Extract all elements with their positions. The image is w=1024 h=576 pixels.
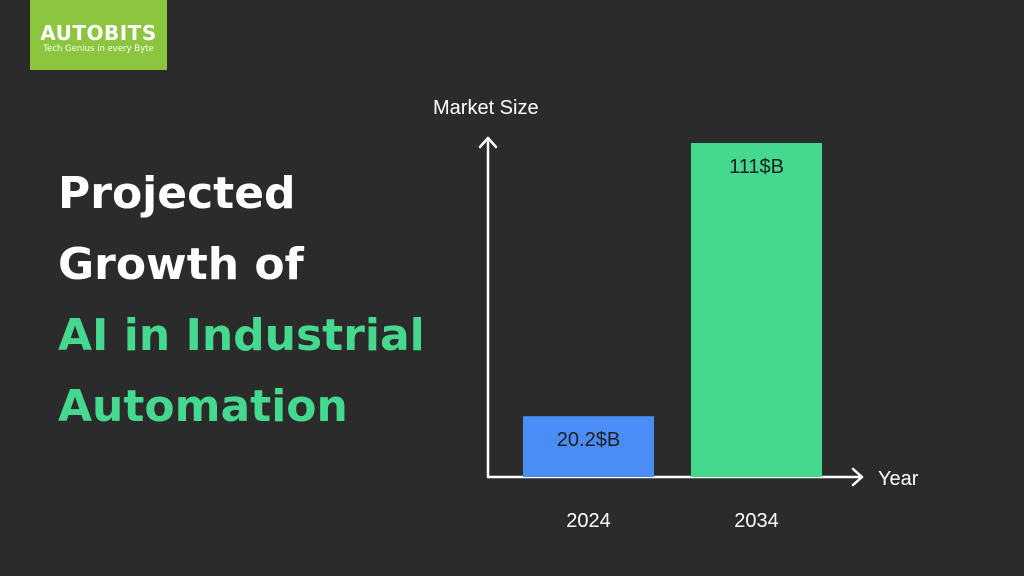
title-line-4: Automation [58,381,348,432]
page-title: Projected Growth of AI in Industrial Aut… [58,158,425,442]
y-axis-arrow-icon [478,136,498,149]
x-tick-label-2024: 2024 [566,510,611,532]
data-label-2024: 20.2$B [557,429,620,451]
bar-2024 [523,416,654,477]
data-label-2034: 111$B [729,156,784,178]
title-line-1: Projected [58,168,296,219]
title-line-2: Growth of [58,239,304,290]
bar-2034 [691,143,822,477]
logo-tagline: Tech Genius in every Byte [43,44,154,54]
brand-logo: AUTOBITS Tech Genius in every Byte [30,0,167,70]
x-tick-label-2034: 2034 [734,510,779,532]
title-line-3: AI in Industrial [58,310,425,361]
x-axis-arrow-icon [851,467,864,487]
x-axis-label: Year [878,468,919,490]
logo-name: AUTOBITS [40,21,157,45]
bars-group: 20.2$B 2024 111$B 2034 [523,143,822,532]
y-axis: Market Size [433,97,539,479]
y-axis-label: Market Size [433,97,539,119]
